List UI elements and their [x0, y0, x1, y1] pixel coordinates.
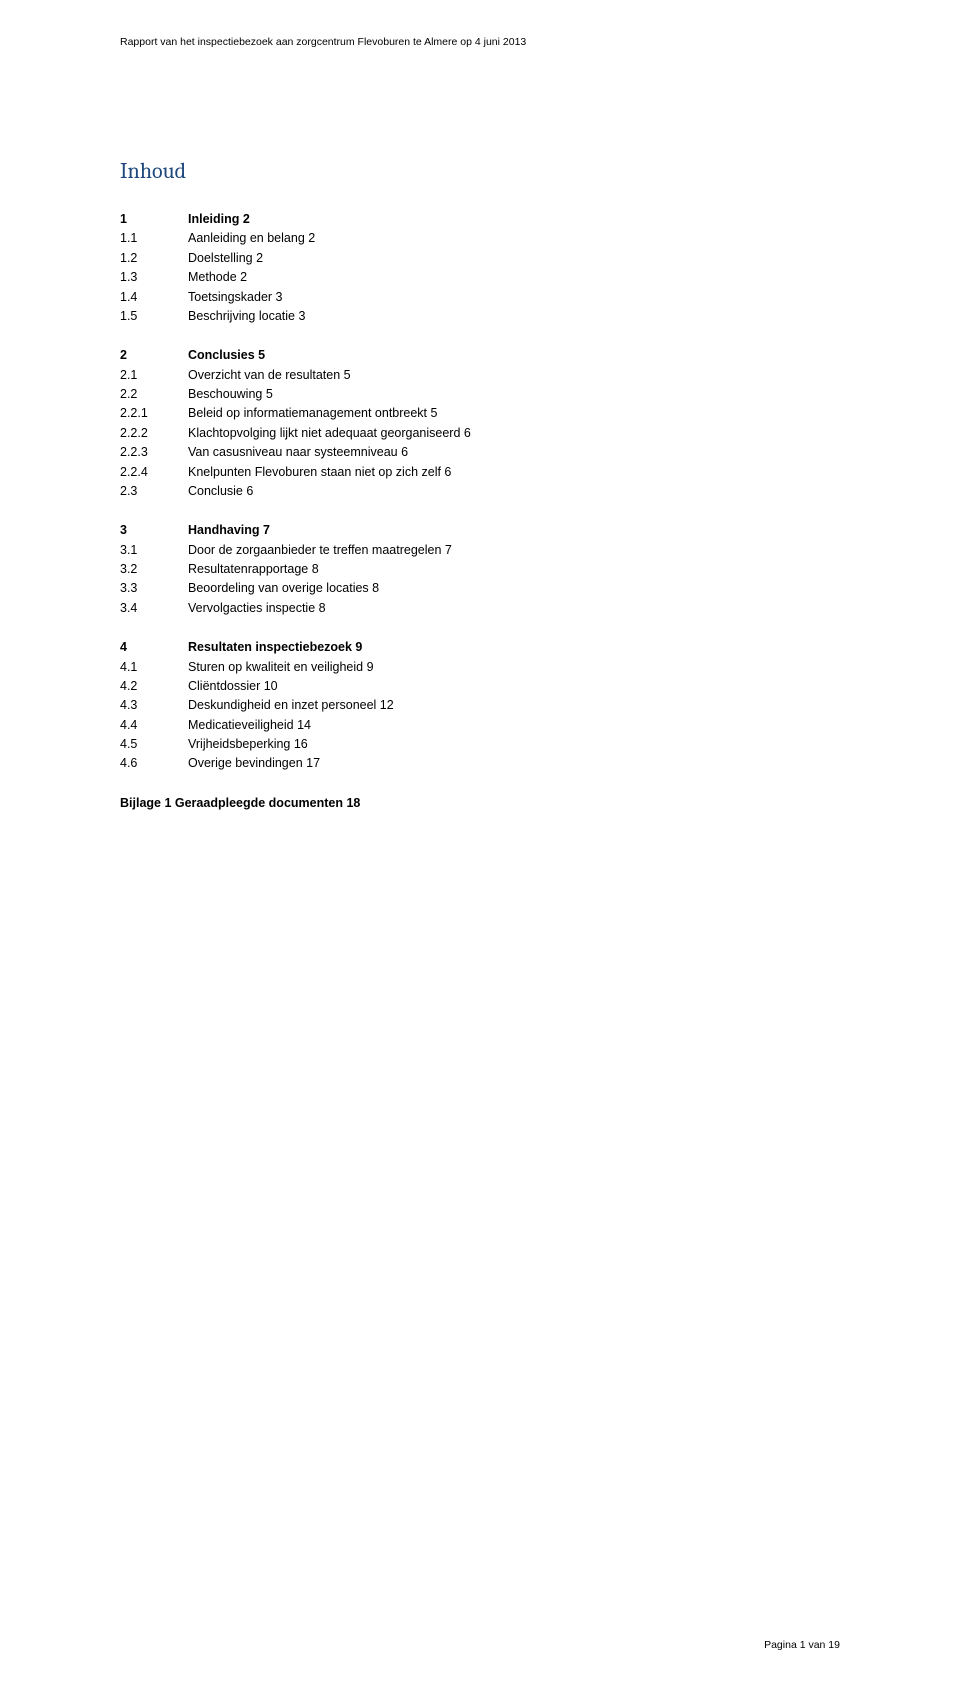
toc-group: 3Handhaving 73.1Door de zorgaanbieder te… [120, 521, 840, 618]
toc-label: Cliëntdossier 10 [188, 677, 840, 696]
toc-row: 1Inleiding 2 [120, 210, 840, 229]
toc-row: 4Resultaten inspectiebezoek 9 [120, 638, 840, 657]
toc-number: 3.2 [120, 560, 188, 579]
toc-number: 2.2 [120, 385, 188, 404]
toc-label: Overzicht van de resultaten 5 [188, 366, 840, 385]
page: Rapport van het inspectiebezoek aan zorg… [0, 0, 960, 1699]
toc-label: Beleid op informatiemanagement ontbreekt… [188, 404, 840, 423]
toc-label: Deskundigheid en inzet personeel 12 [188, 696, 840, 715]
toc-row: 4.5Vrijheidsbeperking 16 [120, 735, 840, 754]
toc-row: 3.3Beoordeling van overige locaties 8 [120, 579, 840, 598]
toc-label: Aanleiding en belang 2 [188, 229, 840, 248]
toc-label: Conclusies 5 [188, 346, 840, 365]
toc-label: Medicatieveiligheid 14 [188, 716, 840, 735]
table-of-contents: 1Inleiding 21.1Aanleiding en belang 21.2… [120, 210, 840, 794]
toc-group: 2Conclusies 52.1Overzicht van de resulta… [120, 346, 840, 501]
toc-number: 1.5 [120, 307, 188, 326]
toc-number: 4.2 [120, 677, 188, 696]
toc-label: Van casusniveau naar systeemniveau 6 [188, 443, 840, 462]
toc-row: 2.3Conclusie 6 [120, 482, 840, 501]
toc-row: 1.2Doelstelling 2 [120, 249, 840, 268]
toc-label: Inleiding 2 [188, 210, 840, 229]
toc-label: Klachtopvolging lijkt niet adequaat geor… [188, 424, 840, 443]
toc-number: 4.1 [120, 658, 188, 677]
toc-number: 1.1 [120, 229, 188, 248]
toc-label: Overige bevindingen 17 [188, 754, 840, 773]
toc-label: Knelpunten Flevoburen staan niet op zich… [188, 463, 840, 482]
toc-label: Beoordeling van overige locaties 8 [188, 579, 840, 598]
toc-number: 3.3 [120, 579, 188, 598]
running-header: Rapport van het inspectiebezoek aan zorg… [120, 36, 840, 48]
toc-group: 1Inleiding 21.1Aanleiding en belang 21.2… [120, 210, 840, 326]
toc-row: 2.2.2Klachtopvolging lijkt niet adequaat… [120, 424, 840, 443]
toc-label: Resultaten inspectiebezoek 9 [188, 638, 840, 657]
toc-row: 2.2.3Van casusniveau naar systeemniveau … [120, 443, 840, 462]
toc-row: 1.3Methode 2 [120, 268, 840, 287]
toc-label: Methode 2 [188, 268, 840, 287]
toc-number: 4.5 [120, 735, 188, 754]
toc-label: Resultatenrapportage 8 [188, 560, 840, 579]
page-footer: Pagina 1 van 19 [764, 1639, 840, 1651]
appendix-line: Bijlage 1 Geraadpleegde documenten 18 [120, 796, 840, 810]
toc-number: 3.4 [120, 599, 188, 618]
toc-number: 1.4 [120, 288, 188, 307]
toc-label: Door de zorgaanbieder te treffen maatreg… [188, 541, 840, 560]
toc-number: 2.2.4 [120, 463, 188, 482]
toc-number: 4 [120, 638, 188, 657]
toc-number: 2.2.3 [120, 443, 188, 462]
toc-number: 2.2.2 [120, 424, 188, 443]
toc-row: 4.4Medicatieveiligheid 14 [120, 716, 840, 735]
toc-row: 3.1Door de zorgaanbieder te treffen maat… [120, 541, 840, 560]
toc-label: Beschouwing 5 [188, 385, 840, 404]
toc-label: Toetsingskader 3 [188, 288, 840, 307]
toc-number: 3 [120, 521, 188, 540]
toc-row: 3Handhaving 7 [120, 521, 840, 540]
toc-number: 4.3 [120, 696, 188, 715]
toc-number: 2.3 [120, 482, 188, 501]
toc-row: 2.2.4Knelpunten Flevoburen staan niet op… [120, 463, 840, 482]
toc-number: 2 [120, 346, 188, 365]
toc-row: 3.4Vervolgacties inspectie 8 [120, 599, 840, 618]
toc-row: 4.3Deskundigheid en inzet personeel 12 [120, 696, 840, 715]
toc-row: 1.5Beschrijving locatie 3 [120, 307, 840, 326]
toc-label: Sturen op kwaliteit en veiligheid 9 [188, 658, 840, 677]
toc-row: 2Conclusies 5 [120, 346, 840, 365]
toc-row: 2.1Overzicht van de resultaten 5 [120, 366, 840, 385]
toc-label: Vrijheidsbeperking 16 [188, 735, 840, 754]
toc-label: Vervolgacties inspectie 8 [188, 599, 840, 618]
toc-group: 4Resultaten inspectiebezoek 94.1Sturen o… [120, 638, 840, 774]
toc-number: 1.2 [120, 249, 188, 268]
toc-row: 4.1Sturen op kwaliteit en veiligheid 9 [120, 658, 840, 677]
toc-row: 1.1Aanleiding en belang 2 [120, 229, 840, 248]
toc-number: 2.2.1 [120, 404, 188, 423]
page-title: Inhoud [120, 158, 840, 184]
toc-label: Beschrijving locatie 3 [188, 307, 840, 326]
toc-label: Handhaving 7 [188, 521, 840, 540]
toc-row: 4.2Cliëntdossier 10 [120, 677, 840, 696]
toc-number: 1 [120, 210, 188, 229]
toc-number: 1.3 [120, 268, 188, 287]
toc-number: 3.1 [120, 541, 188, 560]
toc-number: 4.6 [120, 754, 188, 773]
toc-label: Conclusie 6 [188, 482, 840, 501]
toc-label: Doelstelling 2 [188, 249, 840, 268]
toc-row: 4.6Overige bevindingen 17 [120, 754, 840, 773]
toc-row: 1.4Toetsingskader 3 [120, 288, 840, 307]
toc-number: 2.1 [120, 366, 188, 385]
toc-row: 2.2Beschouwing 5 [120, 385, 840, 404]
toc-number: 4.4 [120, 716, 188, 735]
toc-row: 3.2Resultatenrapportage 8 [120, 560, 840, 579]
toc-row: 2.2.1Beleid op informatiemanagement ontb… [120, 404, 840, 423]
